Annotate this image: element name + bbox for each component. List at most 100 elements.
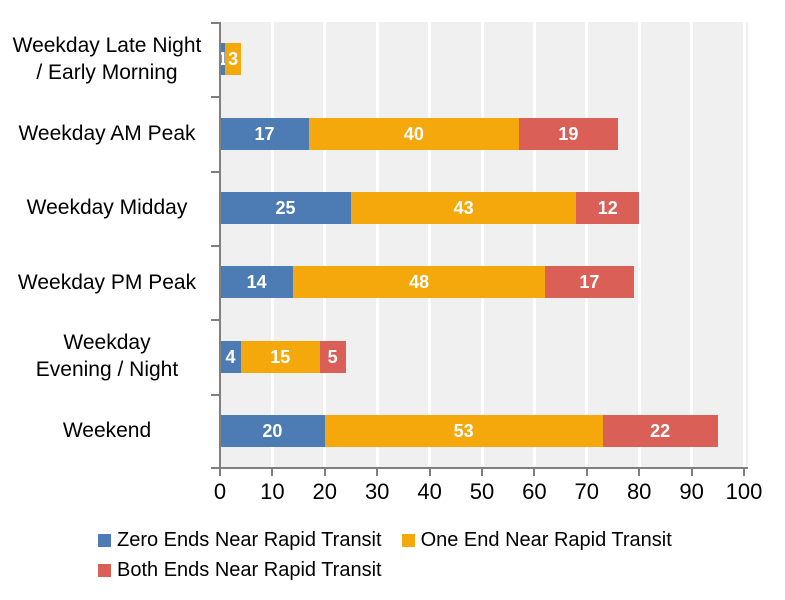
- x-axis-tick: [323, 469, 326, 476]
- bar-value-label: 12: [597, 197, 618, 218]
- legend-swatch: [98, 533, 111, 547]
- category-label: Weekday Late Night / Early Morning: [12, 33, 202, 85]
- y-axis-tick: [211, 319, 220, 322]
- bar-value-label: 53: [453, 420, 474, 441]
- bar-value-label: 15: [270, 346, 291, 367]
- gridline: [585, 22, 589, 468]
- bar-value-label: 20: [262, 420, 283, 441]
- bar-segment: 12: [576, 191, 640, 224]
- legend-label: Zero Ends Near Rapid Transit: [117, 528, 382, 551]
- y-axis-labels: Weekday Late Night / Early Morning Weekda…: [0, 22, 214, 468]
- y-axis-tick: [211, 170, 220, 173]
- x-axis-tick: [271, 469, 274, 476]
- x-axis-tick: [533, 469, 536, 476]
- bar-value-label: 4: [225, 346, 236, 367]
- bar-segment: 5: [319, 340, 346, 373]
- y-axis-line: [219, 22, 221, 469]
- bar-segment: 14: [220, 266, 294, 299]
- x-axis-tick-label: 60: [522, 479, 547, 504]
- x-axis-tick-label: 90: [679, 479, 704, 504]
- gridline: [270, 22, 274, 468]
- bar-value-label: 3: [228, 49, 239, 70]
- bar-value-label: 1: [217, 49, 228, 70]
- legend-item: Zero Ends Near Rapid Transit: [98, 529, 382, 552]
- bar-segment: 3: [225, 43, 241, 76]
- bar-segment: 22: [602, 414, 718, 447]
- x-axis-tick: [585, 469, 588, 476]
- category-label: Weekend: [62, 419, 152, 443]
- x-axis-tick: [219, 469, 221, 476]
- plot-area: 1 3 17 40 19 25 43 12 14 48 17 4 15 5 20 53 22: [211, 22, 748, 469]
- bar-segment: 1: [217, 43, 228, 76]
- x-axis-tick-label: 70: [574, 479, 600, 504]
- bar-segment: 17: [220, 117, 310, 150]
- bar-segment: 25: [220, 191, 351, 224]
- x-axis: 0 10 20 30 40 50 60 70 80 90 100: [214, 469, 763, 519]
- bar-value-label: 40: [403, 123, 424, 144]
- x-axis-tick-label: 20: [312, 479, 338, 504]
- category-label: Weekday AM Peak: [18, 121, 196, 145]
- legend-row: Zero Ends Near Rapid Transit One End Near…: [98, 528, 758, 552]
- bar-row: 4 15 5: [220, 340, 748, 373]
- bar-segment: 4: [220, 340, 241, 373]
- x-axis-tick: [428, 469, 431, 476]
- legend-row: Both Ends Near Rapid Transit: [98, 558, 758, 582]
- bar-value-label: 5: [327, 346, 338, 367]
- category-label: Weekday Midday: [26, 196, 188, 220]
- x-axis-tick: [743, 469, 745, 476]
- gridline: [637, 22, 641, 468]
- bar-segment: 43: [351, 191, 577, 224]
- category-label: Weekday PM Peak: [17, 270, 197, 294]
- gridline: [375, 22, 379, 468]
- x-axis-tick: [376, 469, 379, 476]
- legend-swatch: [401, 533, 415, 547]
- x-axis-line: [213, 467, 748, 469]
- bar-segment: 53: [324, 414, 603, 447]
- x-axis-tick-label: 40: [417, 479, 442, 504]
- x-axis-tick-label: 0: [213, 479, 227, 504]
- legend-item: Both Ends Near Rapid Transit: [98, 559, 382, 582]
- bar-value-label: 43: [453, 197, 474, 218]
- category-label: Weekday Evening / Night: [35, 331, 179, 382]
- x-axis-tick-label: 100: [725, 479, 763, 504]
- legend-label: One End Near Rapid Transit: [420, 528, 672, 551]
- gridline: [323, 22, 327, 468]
- gridline: [690, 22, 694, 468]
- gridline: [428, 22, 432, 468]
- x-axis-tick-label: 80: [626, 479, 652, 504]
- x-axis-tick: [690, 469, 693, 476]
- bar-segment: 48: [293, 266, 545, 299]
- x-axis-tick-label: 30: [364, 479, 390, 504]
- gridline: [742, 22, 746, 468]
- bar-value-label: 19: [558, 123, 579, 144]
- bar-row: 17 40 19: [220, 117, 748, 150]
- bar-value-label: 48: [409, 272, 430, 293]
- bar-value-label: 14: [246, 272, 267, 293]
- bar-row: 14 48 17: [220, 266, 748, 299]
- bar-row: 20 53 22: [220, 414, 748, 447]
- y-axis-tick: [211, 22, 220, 24]
- y-axis-tick: [211, 245, 220, 247]
- x-axis-tick: [481, 469, 483, 476]
- bar-segment: 40: [309, 117, 519, 150]
- legend: Zero Ends Near Rapid Transit One End Near…: [98, 528, 758, 588]
- y-axis-tick: [211, 393, 220, 396]
- bar-segment: 15: [240, 340, 320, 373]
- bar-value-label: 25: [275, 197, 296, 218]
- legend-swatch: [98, 563, 111, 577]
- bar-value-label: 17: [254, 123, 275, 144]
- legend-item: One End Near Rapid Transit: [401, 528, 672, 552]
- y-axis-tick: [211, 96, 220, 99]
- gridline: [532, 22, 536, 468]
- bar-segment: 17: [544, 266, 634, 299]
- legend-label: Both Ends Near Rapid Transit: [117, 558, 382, 581]
- bar-segment: 20: [220, 414, 325, 447]
- x-axis-tick-label: 10: [260, 479, 285, 504]
- bar-value-label: 17: [579, 272, 600, 293]
- x-axis-tick-label: 50: [469, 479, 495, 504]
- bar-segment: 19: [518, 117, 619, 150]
- bar-row: 25 43 12: [220, 191, 748, 224]
- x-axis-tick: [638, 469, 641, 476]
